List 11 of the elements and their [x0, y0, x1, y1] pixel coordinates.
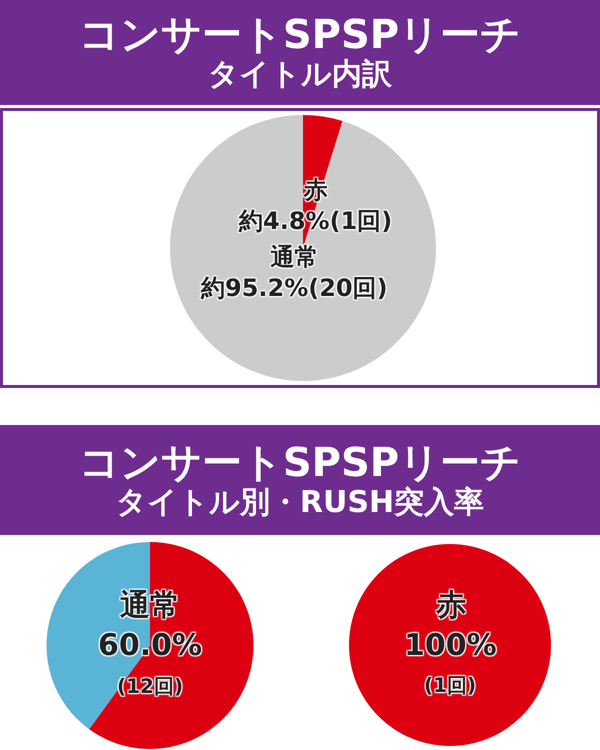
data-label: 約95.2%(20回): [200, 274, 388, 302]
text: (1回): [424, 673, 476, 697]
slice-label: 通常: [269, 243, 318, 271]
chart-title: コンサートSPSPリーチ: [78, 12, 522, 58]
chart-subtitle: タイトル別・RUSH突入率: [114, 484, 486, 520]
text: 100%: [404, 628, 497, 663]
text: 赤: [435, 588, 466, 623]
text: 通常: [120, 588, 180, 623]
text: (12回): [117, 674, 184, 698]
chart-title: コンサートSPSPリーチ: [78, 440, 522, 486]
chart-subtitle: タイトル内訳: [207, 57, 393, 93]
